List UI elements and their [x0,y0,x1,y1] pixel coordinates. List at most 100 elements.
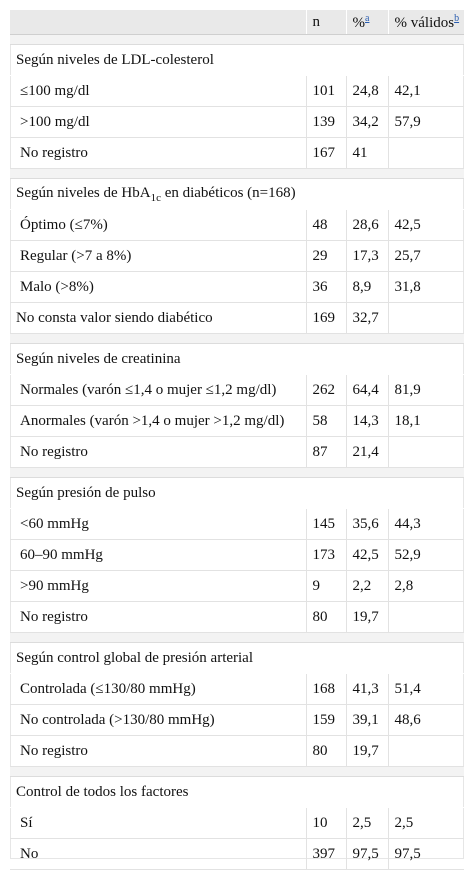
section-title-row: Según control global de presión arterial [10,642,464,674]
table-row: >100 mg/dl 139 34,2 57,9 [10,106,464,138]
cell-pct: 41,3 [345,673,388,705]
cell-valid: 2,8 [387,570,464,602]
cell-valid: 48,6 [387,704,464,736]
cell-n: 168 [305,673,346,705]
row-label: No controlada (>130/80 mmHg) [10,704,306,736]
cell-pct: 39,1 [345,704,388,736]
results-table: n %a % válidosb Según niveles de LDL-col… [10,10,464,870]
table-row: ≤100 mg/dl 101 24,8 42,1 [10,75,464,107]
section-title: Según niveles de HbA1c en diabéticos (n=… [10,178,464,210]
cell-valid: 42,1 [387,75,464,107]
table-row: No registro 80 19,7 [10,735,464,767]
cell-n: 48 [305,209,346,241]
table-row: Normales (varón ≤1,4 o mujer ≤1,2 mg/dl)… [10,374,464,406]
header-valid-label: % válidos [394,14,455,31]
cell-n: 173 [305,539,346,571]
cell-valid [387,436,464,468]
header-pct-label: % [352,14,366,31]
cell-valid: 25,7 [387,240,464,272]
section-title: Según niveles de creatinina [10,343,464,375]
section-title-row: Según presión de pulso [10,477,464,509]
cell-pct: 19,7 [345,601,388,633]
header-n: n [305,10,346,35]
section-title-row: Según niveles de LDL-colesterol [10,44,464,76]
row-label: No registro [10,436,306,468]
cell-pct: 32,7 [345,302,388,334]
row-label: >100 mg/dl [10,106,306,138]
cell-valid [387,601,464,633]
cell-n: 9 [305,570,346,602]
header-pct: %a [345,10,388,35]
cell-pct: 41 [345,137,388,169]
cell-pct: 64,4 [345,374,388,406]
cell-n: 262 [305,374,346,406]
section-title: Según control global de presión arterial [10,642,464,674]
table-row: Regular (>7 a 8%) 29 17,3 25,7 [10,240,464,272]
section-title-row: Control de todos los factores [10,776,464,808]
table-row: No registro 80 19,7 [10,601,464,633]
cell-pct: 21,4 [345,436,388,468]
cell-pct: 2,5 [345,807,388,839]
table-row: <60 mmHg 145 35,6 44,3 [10,508,464,540]
cell-n: 10 [305,807,346,839]
row-label: Anormales (varón >1,4 o mujer >1,2 mg/dl… [10,405,306,437]
section-title-pre: Según niveles de HbA [16,184,151,201]
cell-pct: 28,6 [345,209,388,241]
cell-valid [387,735,464,767]
cell-pct: 17,3 [345,240,388,272]
table-row: >90 mmHg 9 2,2 2,8 [10,570,464,602]
cell-valid [387,302,464,334]
row-label: >90 mmHg [10,570,306,602]
table-row: Malo (>8%) 36 8,9 31,8 [10,271,464,303]
cell-valid [387,137,464,169]
cell-pct: 34,2 [345,106,388,138]
table-row: Controlada (≤130/80 mmHg) 168 41,3 51,4 [10,673,464,705]
section-title-row: Según niveles de HbA1c en diabéticos (n=… [10,178,464,210]
row-label: 60–90 mmHg [10,539,306,571]
table-row: Sí 10 2,5 2,5 [10,807,464,839]
cell-n: 169 [305,302,346,334]
cell-n: 145 [305,508,346,540]
table-header-row: n %a % válidosb [10,10,464,35]
cell-valid: 57,9 [387,106,464,138]
row-label: <60 mmHg [10,508,306,540]
table-row: No registro 167 41 [10,137,464,169]
footnote-a-link[interactable]: a [365,12,370,24]
cell-n: 159 [305,704,346,736]
cell-n: 29 [305,240,346,272]
cell-valid: 51,4 [387,673,464,705]
row-label: Normales (varón ≤1,4 o mujer ≤1,2 mg/dl) [10,374,306,406]
row-label: No [10,838,306,870]
cell-n: 87 [305,436,346,468]
row-label: Óptimo (≤7%) [10,209,306,241]
cell-valid: 52,9 [387,539,464,571]
row-label: No registro [10,735,306,767]
cell-valid: 97,5 [387,838,464,870]
cell-n: 101 [305,75,346,107]
cell-pct: 42,5 [345,539,388,571]
cell-valid: 42,5 [387,209,464,241]
cell-valid: 2,5 [387,807,464,839]
footnote-b-link[interactable]: b [454,12,460,24]
cell-valid: 44,3 [387,508,464,540]
table-row: 60–90 mmHg 173 42,5 52,9 [10,539,464,571]
section-title: Según niveles de LDL-colesterol [10,44,464,76]
row-label: Sí [10,807,306,839]
cell-pct: 24,8 [345,75,388,107]
table-row: No controlada (>130/80 mmHg) 159 39,1 48… [10,704,464,736]
cell-pct: 14,3 [345,405,388,437]
cell-pct: 97,5 [345,838,388,870]
cell-valid: 31,8 [387,271,464,303]
cell-pct: 8,9 [345,271,388,303]
row-label: No registro [10,601,306,633]
row-label: No registro [10,137,306,169]
cell-n: 167 [305,137,346,169]
row-label: Regular (>7 a 8%) [10,240,306,272]
cell-n: 36 [305,271,346,303]
table-row: No 397 97,5 97,5 [10,838,464,870]
section-title: Según presión de pulso [10,477,464,509]
table-row: No registro 87 21,4 [10,436,464,468]
table-row: Óptimo (≤7%) 48 28,6 42,5 [10,209,464,241]
row-label: Malo (>8%) [10,271,306,303]
header-empty-cell [10,10,306,35]
